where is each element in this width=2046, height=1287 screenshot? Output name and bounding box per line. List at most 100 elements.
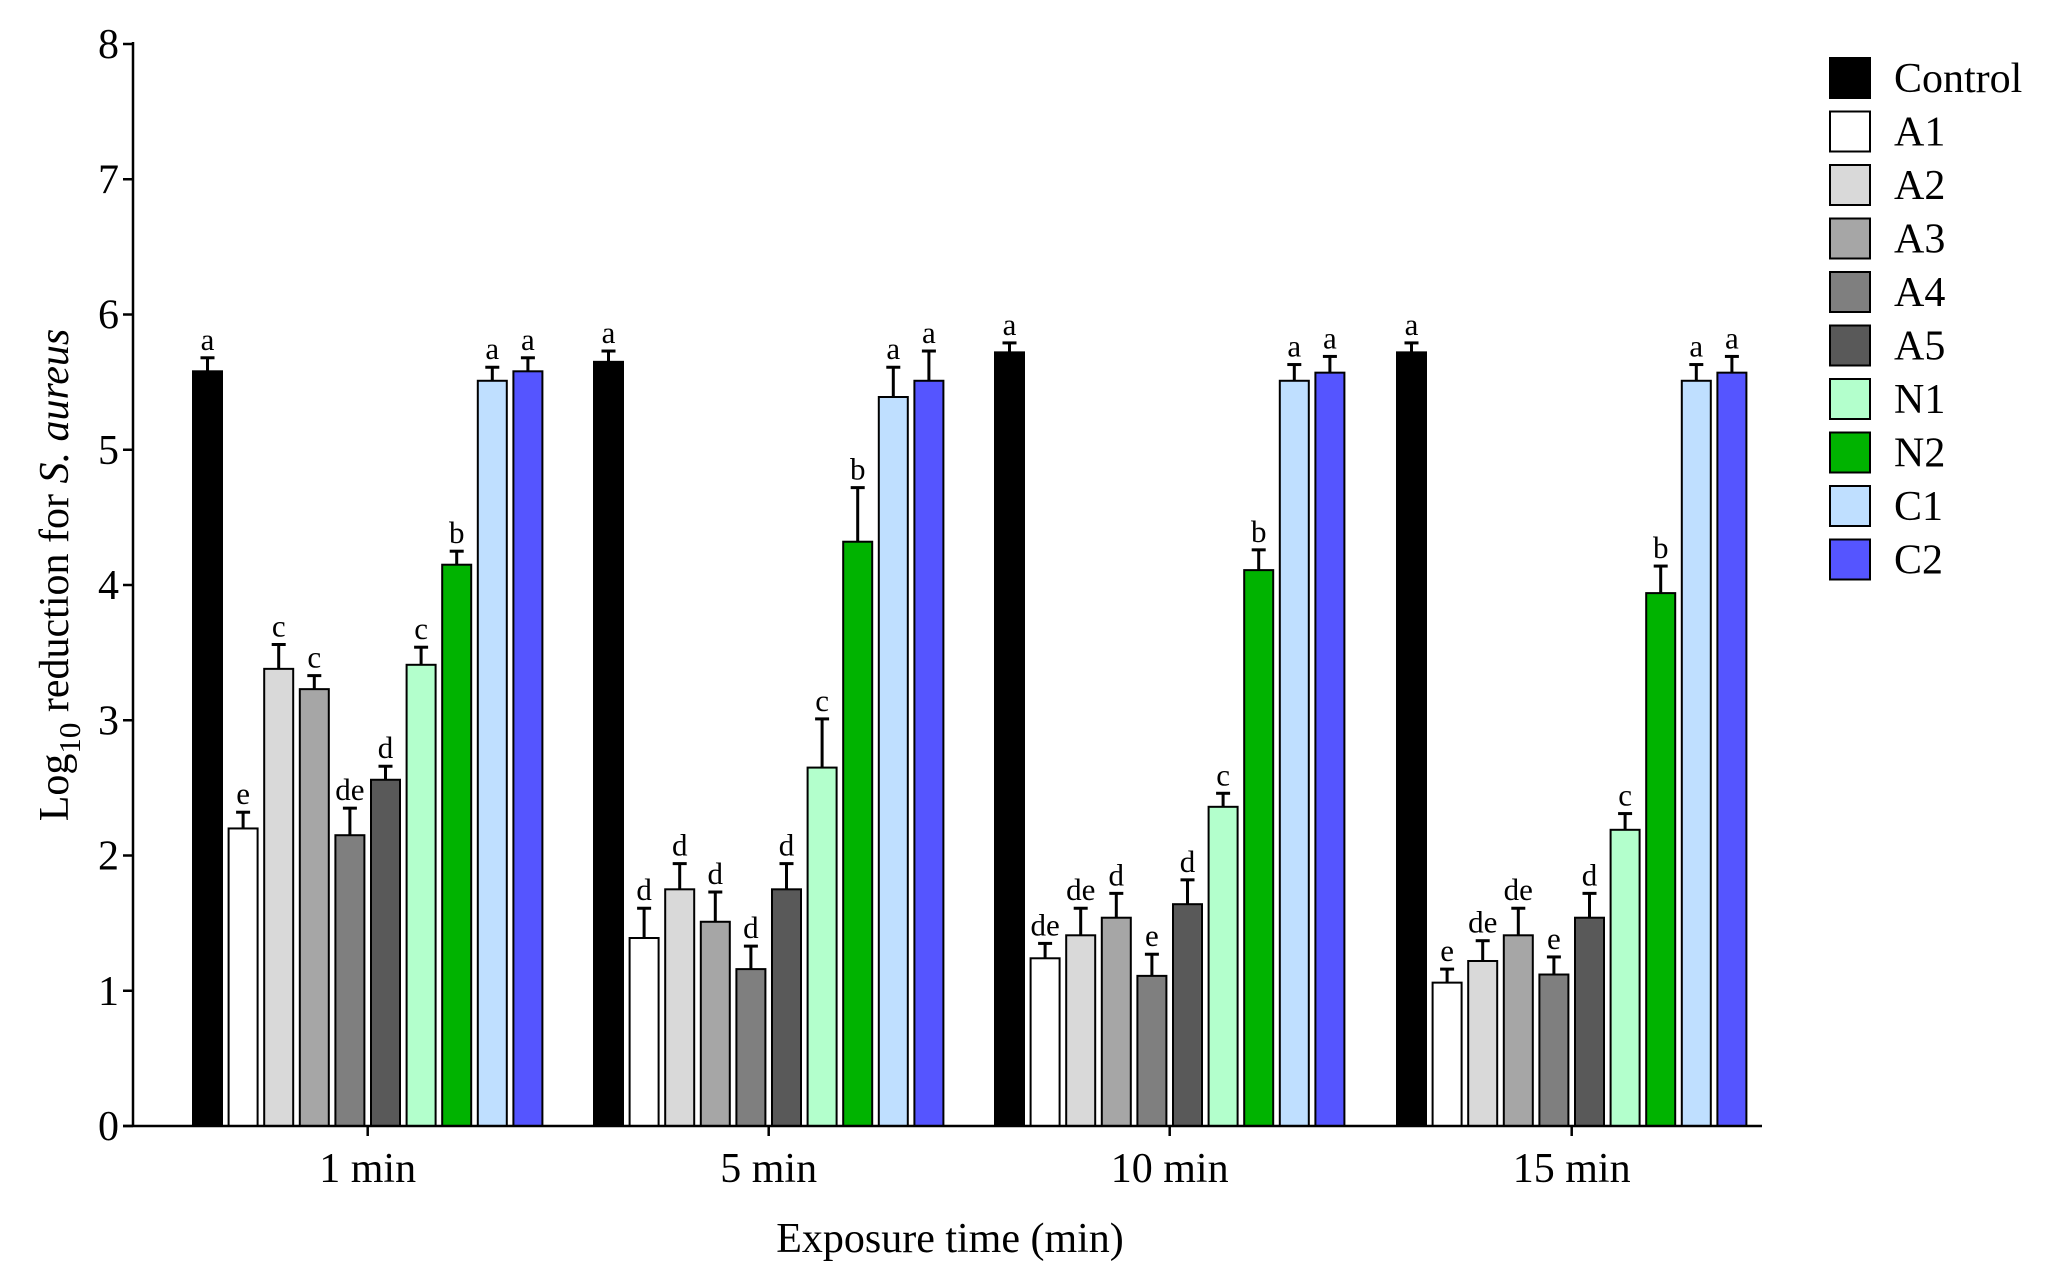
y-tick-label: 2 — [98, 834, 119, 880]
significance-label: a — [1287, 329, 1301, 364]
legend-swatch-Control — [1829, 57, 1871, 99]
y-tick-label: 1 — [98, 969, 119, 1015]
legend-label: C1 — [1894, 484, 1943, 530]
bar-C1-2 — [1278, 379, 1310, 1127]
significance-label: d — [743, 910, 759, 945]
significance-label: a — [1003, 307, 1017, 342]
significance-label: c — [414, 611, 428, 646]
significance-label: b — [1653, 530, 1669, 565]
significance-label: a — [1405, 307, 1419, 342]
legend-swatch-A4 — [1829, 271, 1871, 313]
significance-label: a — [1725, 320, 1739, 355]
bar-A5-0 — [370, 778, 401, 1127]
bar-N2-3 — [1645, 592, 1677, 1127]
y-tick-label: 5 — [98, 428, 119, 474]
significance-label: d — [672, 828, 688, 863]
y-axis-title-prefix: Log — [32, 754, 78, 822]
bar-Control-0 — [192, 370, 223, 1127]
bar-A2-1 — [664, 888, 696, 1127]
y-tick-label: 3 — [98, 698, 119, 744]
x-tick-label: 5 min — [720, 1146, 817, 1192]
bar-Control-2 — [994, 351, 1025, 1127]
significance-label: a — [886, 331, 900, 366]
significance-label: e — [1440, 933, 1454, 968]
significance-label: c — [307, 640, 321, 675]
legend-label: A1 — [1894, 110, 1945, 156]
y-axis-title-organism: S. aureus — [32, 329, 78, 484]
y-tick-label: 6 — [98, 293, 119, 339]
bar-C2-0 — [512, 370, 544, 1127]
legend-label: N1 — [1894, 377, 1945, 423]
y-axis-title: Log10 reduction for S. aureus — [32, 329, 87, 822]
significance-label: d — [1180, 844, 1196, 879]
legend-swatch-A3 — [1829, 217, 1871, 260]
significance-label: e — [1547, 921, 1561, 956]
bar-A1-3 — [1431, 981, 1463, 1128]
x-axis-title: Exposure time (min) — [776, 1216, 1124, 1262]
y-tick-label: 0 — [98, 1104, 119, 1150]
legend-label: C2 — [1894, 538, 1943, 584]
legend-swatch-N1 — [1829, 378, 1871, 420]
legend-label: A2 — [1894, 163, 1945, 209]
y-tick-label: 7 — [98, 157, 119, 203]
legend-label: Control — [1894, 56, 2022, 102]
bar-A3-3 — [1502, 934, 1534, 1127]
legend-swatch-C2 — [1829, 538, 1871, 581]
x-tick-label: 1 min — [319, 1146, 416, 1192]
y-axis-title-subscript: 10 — [52, 723, 87, 754]
significance-label: de — [1468, 905, 1497, 940]
bar-A4-0 — [334, 834, 366, 1128]
bar-Control-1 — [593, 360, 624, 1127]
bars-layer — [192, 341, 1748, 1128]
significance-label: b — [449, 515, 465, 550]
significance-label: d — [708, 856, 724, 891]
x-tick-label: 15 min — [1513, 1146, 1631, 1192]
significance-label: a — [201, 322, 215, 357]
y-tick-label: 8 — [98, 22, 119, 68]
bar-Control-3 — [1396, 351, 1427, 1127]
bar-A4-2 — [1136, 974, 1168, 1127]
significance-label: d — [1582, 857, 1598, 892]
significance-label: a — [1323, 320, 1337, 355]
bar-A3-2 — [1100, 916, 1132, 1128]
significance-label: a — [922, 315, 936, 350]
bar-C2-1 — [913, 379, 945, 1127]
significance-label: de — [1030, 907, 1059, 942]
significance-label: a — [602, 315, 616, 350]
bar-A3-0 — [298, 688, 330, 1128]
bar-C1-3 — [1680, 379, 1712, 1127]
x-tick-label: 10 min — [1111, 1146, 1229, 1192]
y-tick-label: 4 — [98, 563, 119, 609]
bar-C1-1 — [877, 396, 909, 1127]
bar-N1-1 — [806, 766, 838, 1128]
bar-C1-0 — [476, 379, 508, 1127]
significance-label: a — [521, 322, 535, 357]
significance-label: c — [1618, 778, 1632, 813]
significance-label: d — [636, 872, 652, 907]
bar-N1-2 — [1207, 805, 1239, 1127]
bar-N1-0 — [405, 663, 437, 1127]
bar-N2-0 — [441, 563, 473, 1127]
significance-label: de — [1504, 872, 1533, 907]
bar-N2-2 — [1243, 569, 1275, 1127]
legend: Control A1 A2 A3 A4 A5 N1 N2 C1 C2 — [1829, 56, 2022, 584]
legend-label: N2 — [1894, 431, 1945, 477]
significance-label: de — [335, 772, 364, 807]
legend-swatch-A5 — [1829, 324, 1871, 367]
bar-A1-0 — [227, 827, 259, 1127]
significance-label: d — [1109, 857, 1125, 892]
significance-label: b — [1251, 514, 1267, 549]
legend-label: A5 — [1894, 324, 1945, 370]
legend-swatch-C1 — [1829, 485, 1871, 527]
significance-label: de — [1066, 872, 1095, 907]
significance-label: e — [236, 776, 250, 811]
significance-label: d — [779, 828, 795, 863]
bar-C2-2 — [1314, 371, 1346, 1128]
legend-label: A4 — [1894, 270, 1945, 316]
significance-label: d — [378, 730, 394, 765]
legend-swatch-A2 — [1829, 164, 1871, 206]
y-axis-title-middle: reduction for — [32, 484, 78, 723]
bar-C2-3 — [1716, 371, 1748, 1128]
